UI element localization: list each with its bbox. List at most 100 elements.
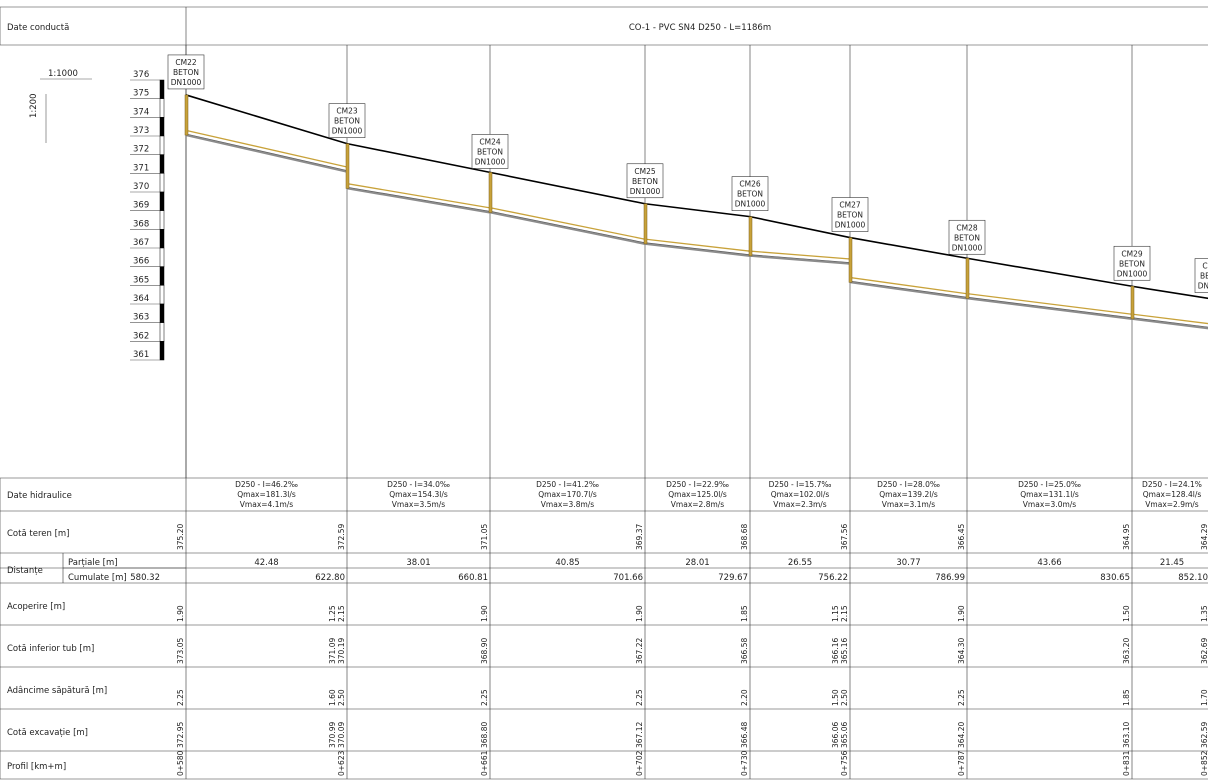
station-depth: 2.50 xyxy=(840,689,849,706)
manhole-id: CM27 xyxy=(839,201,860,210)
station-profile: 0+702 xyxy=(635,750,644,776)
station-excavation: 366.48 xyxy=(740,722,749,748)
manhole-material: BETON xyxy=(173,68,199,77)
station-profile: 0+787 xyxy=(957,750,966,776)
manhole-diameter: DN1000 xyxy=(735,200,766,209)
segment-partial: 30.77 xyxy=(896,558,920,568)
ruler-bar xyxy=(159,322,165,342)
segment-vmax: Vmax=2.3m/s xyxy=(773,500,827,509)
segment-qmax: Qmax=131.1l/s xyxy=(1020,490,1079,499)
header-row: Date conductă CO-1 - PVC SN4 D250 - L=11… xyxy=(0,6,1208,46)
station-invert: 370.19 xyxy=(337,638,346,664)
segment-partial: 42.48 xyxy=(254,558,278,568)
segment-vmax: Vmax=2.9m/s xyxy=(1145,500,1199,509)
station-cover: 2.15 xyxy=(840,605,849,622)
station-depth: 1.60 xyxy=(328,689,337,706)
ruler-label-375: 375 xyxy=(133,89,149,99)
manhole-label-box xyxy=(328,103,366,138)
data-table: Date hidraulice Cotă teren [m] Distanțe Par… xyxy=(0,477,1208,780)
station-invert: 364.30 xyxy=(957,638,966,664)
manhole-diameter: DN1000 xyxy=(630,187,661,196)
manhole-cm28 xyxy=(965,258,970,299)
station-cumulative: 729.67 xyxy=(718,573,748,583)
station-excavation: 372.95 xyxy=(176,722,185,748)
elevation-ruler: 376 375 374 373 372 371 370 369 368 367 366 365 364 3… xyxy=(130,70,165,361)
segment-partial: 43.66 xyxy=(1037,558,1061,568)
manhole-material: BETON xyxy=(1119,259,1145,268)
segment-pipe: D250 - I=46.2‰ xyxy=(235,480,298,489)
segment-partial: 28.01 xyxy=(685,558,709,568)
segment-vmax: Vmax=3.8m/s xyxy=(541,500,595,509)
ruler-bar xyxy=(159,173,165,193)
header-left-label: Date conductă xyxy=(7,23,69,33)
ruler-bar xyxy=(159,135,165,155)
segment-pipe: D250 - I=22.9‰ xyxy=(666,480,729,489)
segment-qmax: Qmax=125.0l/s xyxy=(668,490,727,499)
manhole-diameter: DN1000 xyxy=(475,157,506,166)
ruler-label-362: 362 xyxy=(133,331,149,341)
station-excavation: 363.10 xyxy=(1122,722,1131,748)
segment-qmax: Qmax=154.3l/s xyxy=(389,490,448,499)
manhole-label-box xyxy=(626,163,664,199)
segment-pipe: D250 - I=15.7‰ xyxy=(769,480,832,489)
station-invert: 362.69 xyxy=(1200,638,1208,664)
row-label-invert: Cotă inferior tub [m] xyxy=(7,644,94,654)
ruler-bar xyxy=(159,266,165,286)
manhole-id: CM26 xyxy=(739,180,760,189)
manhole-material: BETON xyxy=(477,147,503,156)
ruler-label-366: 366 xyxy=(133,257,149,267)
segment-pipe: D250 - I=34.0‰ xyxy=(387,480,450,489)
manhole-cm27 xyxy=(848,237,853,283)
pipe-invert-line xyxy=(185,133,1208,330)
manhole-id: CM30 xyxy=(1202,262,1208,271)
segment-pipe: D250 - I=25.0‰ xyxy=(1018,480,1081,489)
station-cover: 1.90 xyxy=(480,605,489,622)
station-invert: 363.20 xyxy=(1122,638,1131,664)
profile-plot: CM22BETONDN1000CM23BETONDN1000CM24BETOND… xyxy=(167,45,1208,779)
segment-partial: 38.01 xyxy=(406,558,430,568)
station-ground: 368.68 xyxy=(740,524,749,550)
ruler-label-374: 374 xyxy=(133,107,149,117)
ruler-bar xyxy=(159,247,165,267)
station-cover: 1.90 xyxy=(635,605,644,622)
station-cover: 1.90 xyxy=(957,605,966,622)
header-title: CO-1 - PVC SN4 D250 - L=1186m xyxy=(629,23,771,33)
segment-pipe: D250 - I=28.0‰ xyxy=(877,480,940,489)
station-excavation: 365.06 xyxy=(840,722,849,748)
segment-pipe: D250 - I=41.2‰ xyxy=(536,480,599,489)
manhole-cm22 xyxy=(184,94,189,136)
station-ground: 366.45 xyxy=(957,524,966,550)
station-profile: 0+831 xyxy=(1122,750,1131,776)
station-ground: 375.20 xyxy=(176,524,185,550)
manhole-cm25 xyxy=(643,203,648,245)
ruler-label-370: 370 xyxy=(133,182,149,192)
manhole-label-box xyxy=(1113,245,1151,281)
manhole-cm23 xyxy=(345,143,350,189)
station-invert: 366.16 xyxy=(831,638,840,664)
row-label-partial: Parțiale [m] xyxy=(68,558,118,568)
manhole-label-box xyxy=(471,134,509,169)
station-cover: 2.15 xyxy=(337,605,346,622)
row-label-depth: Adâncime săpătură [m] xyxy=(7,686,107,696)
station-profile: 0+661 xyxy=(480,750,489,776)
station-cumulative: 660.81 xyxy=(458,573,488,583)
station-depth: 2.25 xyxy=(480,689,489,706)
station-cumulative: 852.10 xyxy=(1178,573,1208,583)
manhole-material: BETON xyxy=(954,233,980,242)
ruler-bar xyxy=(159,191,165,211)
station-cover: 1.50 xyxy=(1122,605,1131,622)
manhole-id: CM25 xyxy=(634,167,655,176)
manhole-diameter: DN1000 xyxy=(1198,282,1208,291)
segment-vmax: Vmax=3.5m/s xyxy=(392,500,446,509)
station-cumulative: 622.80 xyxy=(315,573,345,583)
ruler-bar xyxy=(159,229,165,249)
station-invert: 373.05 xyxy=(176,638,185,664)
manhole-label-box xyxy=(1194,258,1208,293)
station-cover: 1.25 xyxy=(328,605,337,622)
manhole-id: CM24 xyxy=(479,137,500,146)
station-excavation: 370.99 xyxy=(328,722,337,748)
station-depth: 1.70 xyxy=(1200,689,1208,706)
segment-pipe: D250 - I=24.1% xyxy=(1142,480,1202,489)
ruler-bar xyxy=(159,117,165,137)
station-invert: 367.22 xyxy=(635,638,644,664)
